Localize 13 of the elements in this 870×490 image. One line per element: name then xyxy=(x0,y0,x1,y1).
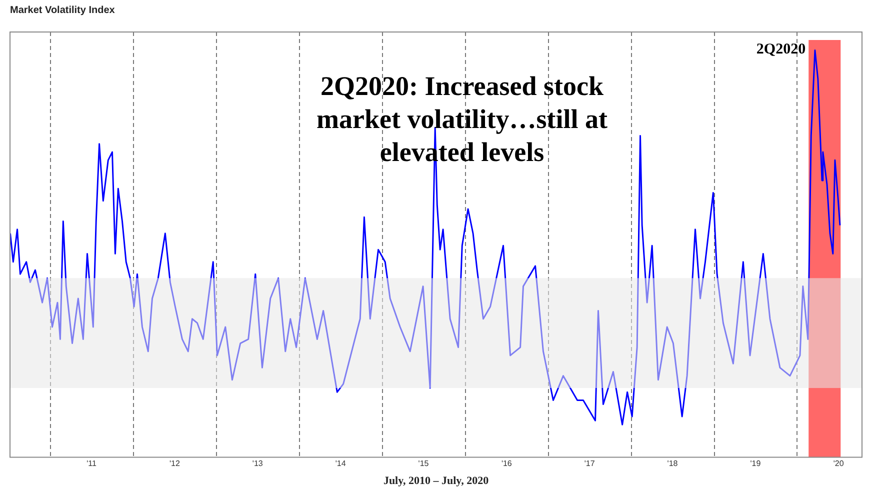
chart-title: Market Volatility Index xyxy=(10,4,116,16)
x-tick-label: '20 xyxy=(833,459,844,468)
x-tick-label: '16 xyxy=(501,459,512,468)
x-tick-label: '14 xyxy=(335,459,346,468)
band-label: 2Q2020 xyxy=(756,41,806,58)
x-tick-label: '19 xyxy=(750,459,762,468)
x-tick-label: '15 xyxy=(418,459,430,468)
x-tick-label: '11 xyxy=(86,459,98,468)
x-tick-label: '12 xyxy=(170,459,180,468)
x-tick-label: '13 xyxy=(252,459,264,468)
x-tick-label: '18 xyxy=(667,459,678,468)
x-axis-title: July, 2010 – July, 2020 xyxy=(383,475,490,488)
x-tick-label: '17 xyxy=(584,459,596,468)
